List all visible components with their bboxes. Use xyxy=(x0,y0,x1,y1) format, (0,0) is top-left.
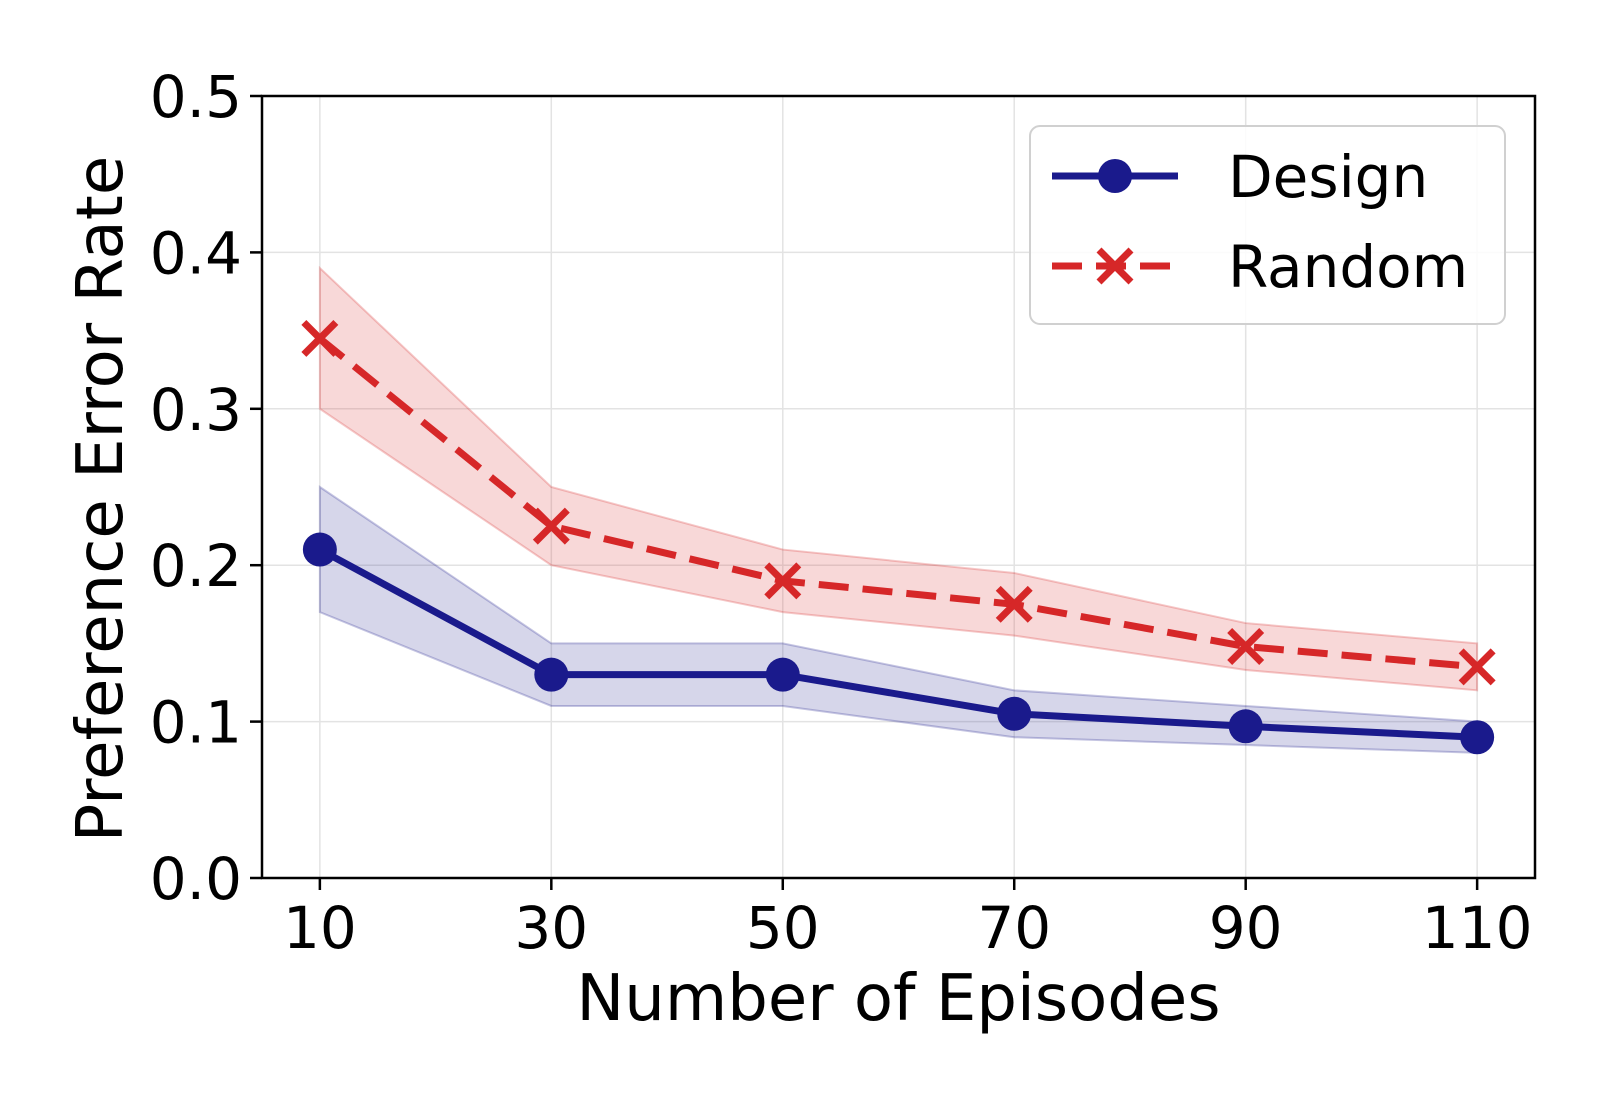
plot-frame xyxy=(260,94,1537,880)
y-axis-title: Preference Error Rate xyxy=(64,156,138,843)
random-point xyxy=(995,585,1033,623)
design-series-line xyxy=(318,546,1478,741)
y-tick-label: 0.3 xyxy=(150,376,242,444)
x-tick-label: 50 xyxy=(746,894,820,962)
design-legend-label: Design xyxy=(1228,143,1428,211)
design-point xyxy=(997,696,1032,731)
x-tick-label: 90 xyxy=(1209,894,1283,962)
x-axis-title: Number of Episodes xyxy=(576,962,1220,1036)
series-lines xyxy=(317,335,1478,741)
y-tick-label: 0.0 xyxy=(150,845,242,913)
x-tick-label: 10 xyxy=(283,894,357,962)
design-point xyxy=(1228,709,1263,744)
series-markers xyxy=(301,319,1496,755)
axis-ticks: 10 30 50 70 90 110 0.0 0.1 0.2 0.3 0.4 0.5 xyxy=(150,63,1533,962)
confidence-bands xyxy=(318,265,1479,754)
random-point xyxy=(1458,648,1496,686)
x-tick-label: 70 xyxy=(977,894,1051,962)
legend: Design Random xyxy=(1029,125,1506,325)
random-confidence-band xyxy=(318,265,1479,692)
random-point xyxy=(532,507,570,545)
random-point xyxy=(301,319,339,357)
random-legend-marker xyxy=(1096,247,1134,285)
design-point xyxy=(534,657,569,692)
y-tick-label: 0.4 xyxy=(150,219,242,287)
y-tick-label: 0.1 xyxy=(150,689,242,757)
random-series-line xyxy=(317,335,1478,671)
random-point xyxy=(1227,628,1265,666)
design-point xyxy=(302,532,337,567)
y-tick-label: 0.5 xyxy=(150,63,242,131)
x-tick-label: 30 xyxy=(514,894,588,962)
random-legend-label: Random xyxy=(1228,233,1468,301)
design-point xyxy=(765,657,800,692)
x-tick-label: 110 xyxy=(1422,894,1533,962)
y-tick-label: 0.2 xyxy=(150,532,242,600)
design-point xyxy=(1460,720,1495,755)
design-legend-marker xyxy=(1098,159,1132,193)
random-point xyxy=(764,562,802,600)
